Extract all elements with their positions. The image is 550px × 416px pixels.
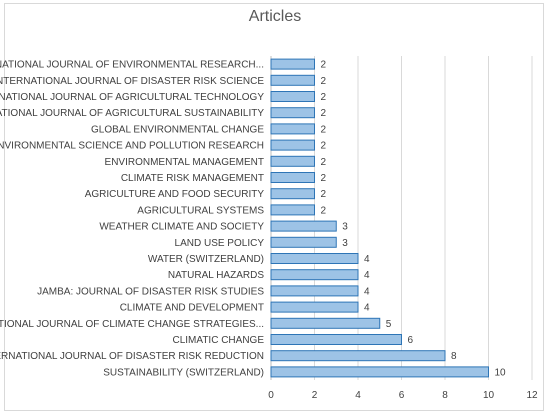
category-label: INTERNATIONAL JOURNAL OF CLIMATE CHANGE …: [0, 319, 264, 330]
bar: [270, 220, 337, 232]
data-label: 2: [321, 173, 327, 184]
data-label: 2: [321, 76, 327, 87]
bar: [270, 285, 359, 297]
data-label: 4: [364, 254, 370, 265]
bar: [270, 172, 315, 183]
data-label: 3: [342, 238, 348, 249]
data-label: 5: [386, 319, 392, 330]
category-label: ENVIRONMENTAL MANAGEMENT: [105, 157, 264, 168]
bar: [270, 139, 315, 151]
x-tick-label: 8: [442, 390, 448, 401]
category-label: ENVIRONMENTAL SCIENCE AND POLLUTION RESE…: [0, 141, 264, 152]
bar: [270, 253, 359, 264]
bar: [270, 107, 315, 119]
data-label: 4: [364, 303, 370, 314]
data-label: 2: [321, 92, 327, 103]
bar: [270, 91, 315, 102]
chart-title: Articles: [248, 8, 302, 25]
bar: [270, 317, 381, 329]
bar: [270, 366, 489, 378]
data-label: 8: [451, 351, 457, 362]
data-label: 2: [321, 205, 327, 216]
bar: [270, 123, 315, 135]
category-label: SUSTAINABILITY (SWITZERLAND): [103, 367, 264, 378]
category-label: AGRICULTURE AND FOOD SECURITY: [85, 189, 265, 200]
category-label: INTERNATIONAL JOURNAL OF DISASTER RISK S…: [0, 76, 264, 87]
category-label: GLOBAL ENVIRONMENTAL CHANGE: [91, 124, 264, 135]
category-label: WEATHER CLIMATE AND SOCIETY: [99, 222, 264, 233]
bar: [270, 74, 315, 86]
category-label: INTERNATIONAL JOURNAL OF AGRICULTURAL TE…: [0, 92, 264, 103]
data-label: 2: [321, 141, 327, 152]
data-label: 2: [321, 157, 327, 168]
category-label: CLIMATIC CHANGE: [173, 335, 265, 346]
bar: [270, 155, 315, 167]
bar: [270, 334, 402, 345]
x-tick-label: 4: [355, 390, 361, 401]
x-tick-label: 10: [483, 390, 495, 401]
x-tick-label: 2: [312, 390, 318, 401]
x-tick-label: 0: [268, 390, 274, 401]
bar: [270, 301, 359, 313]
category-label: INTERNATIONAL JOURNAL OF ENVIRONMENTAL R…: [0, 60, 264, 71]
x-tick-label: 12: [526, 390, 538, 401]
category-label: WATER (SWITZERLAND): [148, 254, 264, 265]
category-label: CLIMATE RISK MANAGEMENT: [121, 173, 264, 184]
category-label: CLIMATE AND DEVELOPMENT: [120, 303, 264, 314]
bar: [270, 350, 446, 362]
data-label: 2: [321, 60, 327, 71]
bar: [270, 236, 337, 248]
bar: [270, 204, 315, 216]
x-tick-label: 6: [399, 390, 405, 401]
data-label: 2: [321, 124, 327, 135]
data-label: 10: [495, 367, 507, 378]
category-label: INTERNATIONAL JOURNAL OF AGRICULTURAL SU…: [0, 108, 264, 119]
category-label: JAMBA: JOURNAL OF DISASTER RISK STUDIES: [37, 286, 264, 297]
category-label: INTERNATIONAL JOURNAL OF DISASTER RISK R…: [0, 351, 264, 362]
data-label: 2: [321, 108, 327, 119]
bar: [270, 269, 359, 281]
bar: [270, 58, 315, 70]
data-label: 4: [364, 286, 370, 297]
category-label: LAND USE POLICY: [175, 238, 265, 249]
data-label: 4: [364, 270, 370, 281]
data-label: 2: [321, 189, 327, 200]
category-label: NATURAL HAZARDS: [168, 270, 264, 281]
data-label: 3: [342, 222, 348, 233]
category-label: AGRICULTURAL SYSTEMS: [137, 205, 264, 216]
bar: [270, 188, 315, 200]
data-label: 6: [408, 335, 414, 346]
